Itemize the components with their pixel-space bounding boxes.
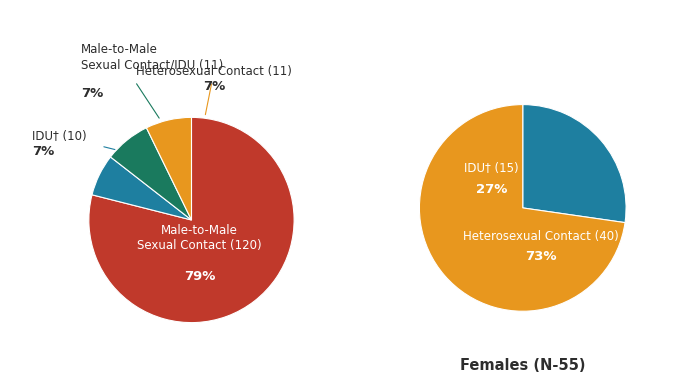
Wedge shape	[92, 157, 192, 220]
Text: Heterosexual Contact (11): Heterosexual Contact (11)	[136, 65, 292, 78]
Text: 7%: 7%	[33, 145, 54, 158]
Wedge shape	[523, 105, 626, 222]
Text: 79%: 79%	[184, 270, 215, 283]
Wedge shape	[146, 118, 192, 220]
Text: 7%: 7%	[81, 87, 103, 100]
Text: 7%: 7%	[203, 80, 225, 93]
Wedge shape	[111, 128, 192, 220]
Text: 73%: 73%	[526, 250, 557, 263]
Text: IDU† (10): IDU† (10)	[33, 130, 87, 143]
Text: IDU† (15): IDU† (15)	[464, 162, 519, 175]
Wedge shape	[89, 118, 294, 323]
Text: Females (N-55): Females (N-55)	[460, 358, 585, 372]
Text: Heterosexual Contact (40): Heterosexual Contact (40)	[464, 230, 619, 243]
Wedge shape	[420, 105, 625, 311]
Text: Male-to-Male
Sexual Contact/IDU (11): Male-to-Male Sexual Contact/IDU (11)	[81, 43, 223, 71]
Text: Male-to-Male
Sexual Contact (120): Male-to-Male Sexual Contact (120)	[137, 224, 262, 253]
Text: 27%: 27%	[476, 183, 507, 196]
